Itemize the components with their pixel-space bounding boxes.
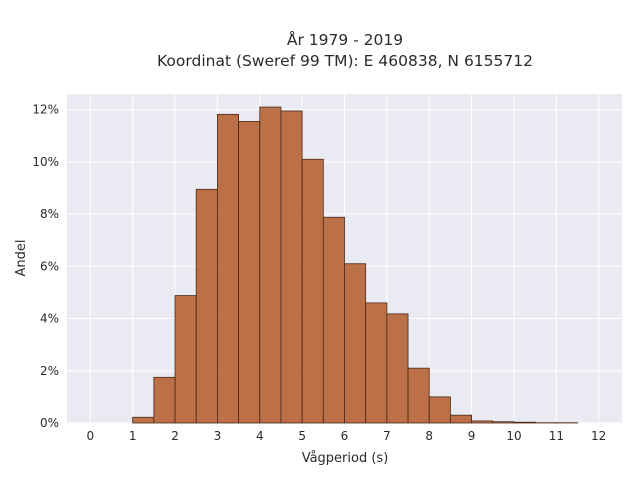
histogram-bar bbox=[450, 414, 472, 424]
histogram-bar bbox=[195, 188, 218, 424]
histogram-bar bbox=[322, 216, 345, 424]
x-axis-label: Vågperiod (s) bbox=[302, 451, 389, 466]
histogram-bar bbox=[407, 367, 430, 424]
x-tick-label: 2 bbox=[171, 429, 179, 443]
histogram-bar bbox=[217, 113, 239, 424]
x-tick-label: 12 bbox=[591, 429, 606, 443]
x-tick-label: 8 bbox=[425, 429, 433, 443]
x-tick-label: 9 bbox=[468, 429, 476, 443]
histogram-bar bbox=[492, 421, 515, 424]
y-tick-label: 0% bbox=[40, 416, 59, 430]
histogram-bar bbox=[513, 421, 536, 424]
x-tick-label: 7 bbox=[383, 429, 391, 443]
histogram-bar bbox=[174, 295, 197, 424]
x-tick-label: 4 bbox=[256, 429, 264, 443]
y-tick-label: 8% bbox=[40, 207, 59, 221]
y-tick-label: 12% bbox=[32, 103, 59, 117]
y-tick-label: 2% bbox=[40, 364, 59, 378]
x-tick-label: 5 bbox=[298, 429, 306, 443]
x-tick-label: 3 bbox=[214, 429, 222, 443]
x-tick-label: 1 bbox=[129, 429, 137, 443]
histogram-bar bbox=[238, 121, 261, 424]
y-tick-label: 6% bbox=[40, 259, 59, 273]
x-tick-label: 11 bbox=[549, 429, 564, 443]
x-tick-label: 6 bbox=[341, 429, 349, 443]
histogram-bar bbox=[471, 420, 494, 424]
x-tick-labels: 0 1 2 3 4 5 6 7 8 9 10 11 12 bbox=[86, 429, 606, 443]
y-axis-label: Andel bbox=[14, 240, 29, 277]
bars bbox=[132, 106, 578, 424]
histogram-bar bbox=[301, 158, 324, 424]
histogram-bar bbox=[280, 110, 303, 424]
y-tick-labels: 0% 2% 4% 6% 8% 10% 12% bbox=[32, 103, 59, 430]
histogram-bar bbox=[132, 416, 155, 424]
x-tick-label: 0 bbox=[86, 429, 94, 443]
x-tick-label: 10 bbox=[506, 429, 521, 443]
histogram-bar bbox=[259, 106, 282, 424]
histogram-bar bbox=[153, 376, 176, 424]
histogram-bar bbox=[344, 263, 367, 424]
histogram-bar bbox=[428, 396, 451, 424]
y-tick-label: 4% bbox=[40, 312, 59, 326]
histogram-bar bbox=[365, 302, 388, 424]
histogram-bar bbox=[386, 313, 409, 424]
chart-title-line-2: Koordinat (Sweref 99 TM): E 460838, N 61… bbox=[157, 52, 533, 70]
y-tick-label: 10% bbox=[32, 155, 59, 169]
chart-title-line-1: År 1979 - 2019 bbox=[287, 30, 403, 49]
